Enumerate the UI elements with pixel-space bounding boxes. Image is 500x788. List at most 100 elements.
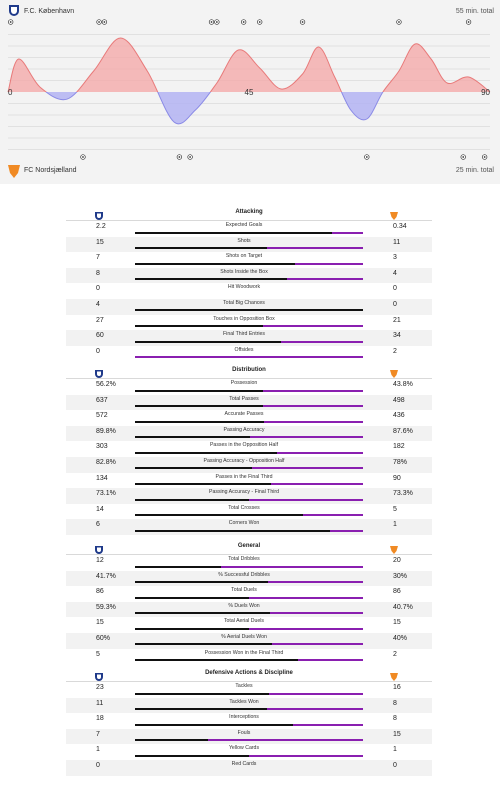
away-bar: [330, 529, 363, 532]
home-bar: [135, 420, 265, 423]
home-event-icon-dot: [467, 21, 470, 23]
comparison-bar: [135, 451, 363, 454]
comparison-bar: [135, 278, 363, 281]
comparison-bar: [135, 247, 363, 250]
stat-label: Passes in the Final Third: [215, 473, 273, 480]
stat-row: 572 Accurate Passes 436: [66, 410, 432, 426]
stat-label: Accurate Passes: [224, 411, 264, 418]
away-crest-icon: [8, 165, 20, 178]
home-bar: [135, 565, 221, 568]
stat-row: 86 Total Duels 86: [66, 586, 432, 602]
home-bar: [135, 247, 267, 250]
home-value: 59.3%: [96, 603, 116, 611]
away-value: 498: [393, 396, 405, 404]
stat-row: 7 Fouls 15: [66, 728, 432, 745]
away-value: 0: [393, 761, 397, 769]
away-value: 43.8%: [393, 381, 413, 388]
stat-row: 56.2% Possession 43.8%: [66, 379, 432, 395]
stat-label: Interceptions: [229, 714, 259, 721]
comparison-bar: [135, 389, 363, 392]
home-value: 56.2%: [96, 381, 116, 388]
home-value: 89.8%: [96, 427, 116, 435]
home-bar: [135, 498, 249, 501]
home-value: 134: [96, 474, 108, 482]
home-event-icon-dot: [98, 21, 100, 23]
stats-section: Distribution 56.2% Possession 43.8% 637 Total…: [66, 363, 432, 535]
away-event-icon-dot: [365, 156, 368, 158]
home-bar: [135, 436, 251, 439]
away-event-icon-dot: [178, 156, 181, 158]
home-value: 7: [96, 254, 100, 262]
away-total-minutes: 25 min. total: [455, 167, 494, 174]
away-value: 16: [393, 684, 401, 691]
away-value: 1: [393, 521, 397, 529]
comparison-bar: [135, 405, 363, 408]
home-value: 60%: [96, 634, 111, 642]
stat-row: 14 Total Crosses 5: [66, 504, 432, 520]
comparison-bar: [135, 565, 363, 568]
comparison-bar: [135, 692, 363, 695]
away-value: 30%: [393, 572, 408, 580]
comparison-bar: [135, 643, 363, 646]
home-bar: [135, 483, 272, 486]
momentum-chart: 0 45 90 F.C. København 55 min. total FC No…: [0, 0, 500, 184]
away-bar: [266, 247, 363, 250]
x-tick-label: 45: [245, 88, 254, 97]
stat-label: Hit Woodwork: [227, 284, 261, 291]
home-crest-icon: [94, 208, 104, 220]
x-tick-label: 0: [8, 88, 13, 97]
comparison-bar: [135, 325, 363, 328]
away-value: 0.34: [393, 223, 407, 230]
stat-label: Total Dribbles: [228, 556, 260, 562]
stat-row: 4 Total Big Chances 0: [66, 298, 432, 315]
stats-section: General 12 Total Dribbles 20 41.7% % Successf…: [66, 539, 432, 665]
stat-row: 134 Passes in the Final Third 90: [66, 473, 432, 489]
stat-label: Yellow Cards: [228, 745, 260, 752]
away-bar: [262, 405, 363, 408]
stat-label: Corners Won: [228, 520, 260, 527]
stat-row: 0 Offsides 2: [66, 346, 432, 362]
away-bar: [280, 340, 363, 343]
home-bar: [135, 627, 249, 630]
stat-row: 15 Shots 11: [66, 236, 432, 253]
away-bar: [287, 278, 363, 281]
home-bar: [135, 231, 333, 234]
home-value: 18: [96, 715, 104, 723]
away-bar: [248, 498, 363, 501]
away-value: 20: [393, 557, 401, 564]
away-value: 90: [393, 474, 401, 482]
stat-label: Passing Accuracy - Opposition Half: [203, 457, 285, 464]
away-value: 15: [393, 730, 401, 738]
stat-label: Tackles Won: [229, 698, 259, 705]
away-crest-icon: [389, 669, 399, 681]
away-bar: [263, 325, 363, 328]
stat-row: 0 Hit Woodwork 0: [66, 283, 432, 299]
home-value: 14: [96, 505, 104, 513]
stat-label: Passing Accuracy: [223, 426, 265, 433]
away-bar: [135, 356, 363, 359]
away-value: 436: [393, 412, 405, 420]
home-momentum-area: [8, 38, 490, 92]
away-value: 11: [393, 238, 401, 246]
away-value: 8: [393, 715, 397, 723]
comparison-bar: [135, 231, 363, 234]
stat-row: 1 Yellow Cards 1: [66, 744, 432, 760]
comparison-bar: [135, 739, 363, 742]
away-value: 40%: [393, 634, 408, 642]
home-event-icon-dot: [258, 21, 261, 23]
away-bar: [271, 643, 363, 646]
home-value: 73.1%: [96, 490, 116, 498]
comparison-bar: [135, 596, 363, 599]
home-value: 86: [96, 588, 104, 596]
stat-row: 60 Final Third Entries 34: [66, 330, 432, 346]
comparison-bar: [135, 723, 363, 726]
stat-label: Total Passes: [229, 395, 259, 402]
away-value: 0: [393, 285, 397, 293]
stat-label: Touches in Opposition Box: [213, 315, 275, 322]
home-bar: [135, 340, 281, 343]
stat-label: Final Third Entries: [223, 331, 265, 338]
stat-label: Offsides: [234, 346, 254, 353]
home-crest-icon: [94, 669, 104, 681]
section-header: Attacking: [66, 205, 432, 221]
home-value: 303: [96, 443, 108, 451]
